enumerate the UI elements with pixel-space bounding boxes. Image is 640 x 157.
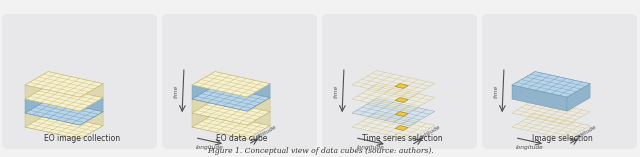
Polygon shape: [247, 84, 270, 111]
Text: Figure 1. Conceptual view of data cubes (source: authors).: Figure 1. Conceptual view of data cubes …: [207, 147, 433, 155]
Polygon shape: [192, 72, 270, 97]
Polygon shape: [192, 113, 247, 139]
Polygon shape: [192, 100, 270, 125]
Polygon shape: [512, 72, 590, 97]
Text: longitude: longitude: [516, 145, 544, 150]
Text: latitude: latitude: [256, 124, 278, 140]
Polygon shape: [352, 85, 435, 112]
Text: longitude: longitude: [196, 145, 224, 150]
Polygon shape: [192, 85, 247, 111]
Text: EO data cube: EO data cube: [216, 134, 268, 143]
Text: time: time: [174, 85, 179, 98]
Polygon shape: [512, 114, 590, 139]
FancyBboxPatch shape: [322, 14, 477, 149]
Polygon shape: [25, 113, 80, 139]
Polygon shape: [192, 99, 247, 125]
Polygon shape: [80, 98, 103, 125]
Polygon shape: [247, 98, 270, 125]
Polygon shape: [512, 86, 590, 111]
Polygon shape: [25, 72, 103, 97]
Polygon shape: [395, 98, 408, 102]
Text: longitude: longitude: [357, 145, 385, 150]
Polygon shape: [192, 86, 270, 111]
Polygon shape: [25, 99, 80, 125]
Text: EO image collection: EO image collection: [44, 134, 120, 143]
Text: latitude: latitude: [420, 125, 442, 140]
Polygon shape: [247, 112, 270, 139]
Polygon shape: [25, 114, 103, 139]
FancyBboxPatch shape: [2, 14, 157, 149]
Polygon shape: [567, 84, 590, 111]
Polygon shape: [352, 113, 435, 140]
Text: time: time: [334, 85, 339, 98]
Polygon shape: [512, 85, 567, 111]
Polygon shape: [25, 100, 103, 125]
Polygon shape: [352, 71, 435, 98]
FancyBboxPatch shape: [482, 14, 637, 149]
Text: time: time: [494, 85, 499, 98]
Polygon shape: [192, 114, 270, 139]
Polygon shape: [352, 99, 435, 126]
Polygon shape: [395, 84, 408, 88]
Polygon shape: [80, 112, 103, 139]
Polygon shape: [80, 84, 103, 111]
Polygon shape: [25, 85, 80, 111]
Text: latitude: latitude: [576, 124, 598, 140]
Polygon shape: [395, 126, 408, 130]
FancyBboxPatch shape: [162, 14, 317, 149]
Text: Time series selection: Time series selection: [362, 134, 442, 143]
Polygon shape: [395, 112, 408, 116]
Text: Image selection: Image selection: [532, 134, 593, 143]
Polygon shape: [512, 100, 590, 125]
Polygon shape: [25, 86, 103, 111]
